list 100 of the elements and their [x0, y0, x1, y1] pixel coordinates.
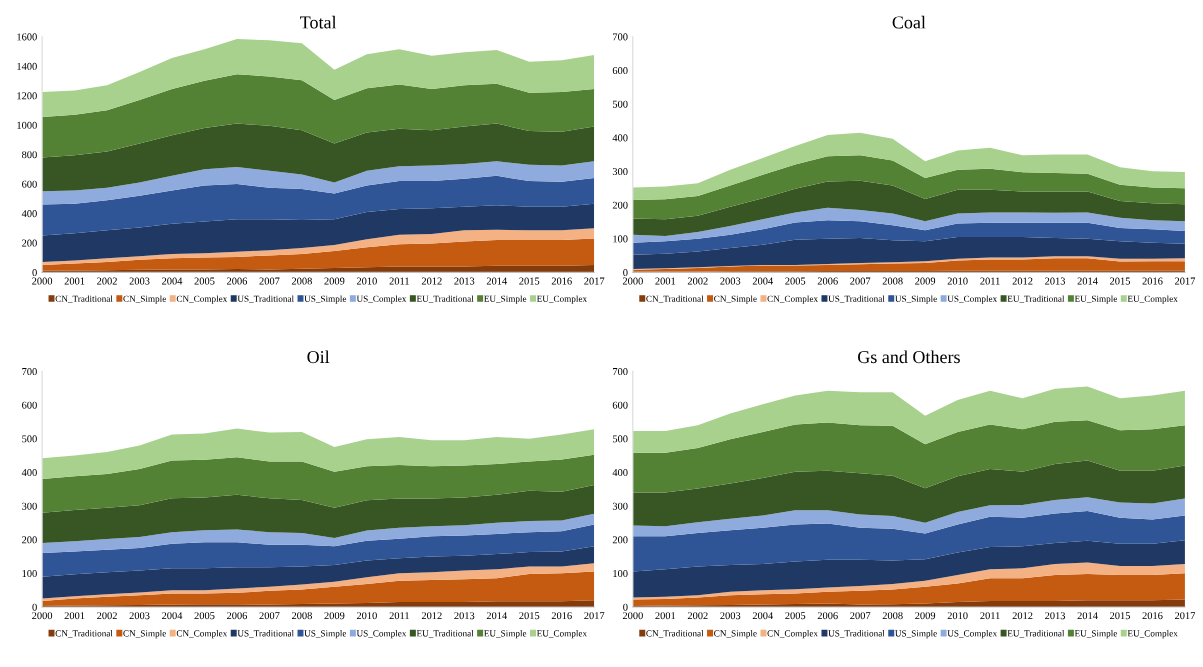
x-tick-label: 2012	[421, 277, 442, 285]
x-tick-label: 2010	[356, 612, 377, 620]
x-tick-label: 2001	[64, 612, 85, 620]
x-tick-label: 2016	[1142, 277, 1163, 285]
legend-label: EU_Simple	[1074, 295, 1118, 304]
y-tick-label: 200	[22, 536, 37, 544]
x-tick-label: 2016	[551, 612, 572, 620]
y-tick-label: 100	[22, 569, 37, 578]
y-tick-label: 500	[612, 100, 628, 108]
x-tick-label: 2017	[584, 277, 605, 285]
x-tick-label: 2004	[752, 277, 774, 285]
legend-label: CN_Complex	[767, 295, 818, 304]
x-tick-label: 2005	[785, 277, 806, 285]
x-tick-label: 2013	[454, 612, 475, 620]
legend-label: CN_Complex	[767, 630, 818, 639]
y-tick-label: 600	[22, 401, 37, 409]
y-tick-label: 100	[613, 235, 628, 243]
x-tick-label: 2003	[720, 612, 741, 620]
x-tick-label: 2010	[356, 277, 377, 285]
x-tick-label: 2009	[915, 277, 936, 285]
x-tick-label: 2010	[947, 277, 968, 285]
x-tick-label: 2005	[194, 612, 215, 620]
legend-label: CN_Traditional	[55, 630, 113, 638]
x-tick-label: 2014	[486, 612, 508, 620]
x-tick-label: 2010	[947, 612, 968, 620]
y-tick-label: 400	[612, 469, 628, 477]
y-tick-label: 200	[612, 201, 628, 209]
x-tick-label: 2004	[162, 277, 183, 285]
legend-label: CN_Complex	[176, 630, 228, 639]
x-tick-label: 2007	[850, 612, 871, 620]
x-tick-label: 2011	[389, 277, 409, 285]
y-tick-label: 200	[22, 239, 37, 247]
y-tick-label: 1400	[17, 62, 37, 70]
x-tick-label: 2006	[227, 612, 248, 620]
y-tick-label: 1600	[17, 33, 37, 41]
x-tick-label: 2016	[1142, 612, 1163, 620]
x-tick-label: 2007	[259, 277, 280, 285]
legend-label: US_Traditional	[237, 630, 294, 638]
legend-label: US_Simple	[304, 630, 347, 639]
x-tick-label: 2007	[850, 277, 871, 285]
x-tick-label: 2006	[817, 612, 838, 620]
x-tick-label: 2017	[1175, 277, 1196, 285]
x-tick-label: 2015	[1110, 612, 1131, 620]
x-tick-label: 2000	[622, 277, 643, 285]
x-tick-label: 2000	[622, 612, 643, 620]
legend-label: EU_Simple	[484, 630, 527, 639]
x-tick-label: 2002	[97, 612, 117, 620]
x-tick-label: 2003	[129, 612, 150, 620]
chart-title: Oil	[307, 350, 330, 364]
y-tick-label: 0	[623, 603, 628, 611]
legend-label: CN_Complex	[176, 295, 228, 304]
legend-label: EU_Complex	[536, 630, 587, 639]
y-tick-label: 100	[613, 569, 628, 578]
y-tick-label: 600	[22, 180, 37, 188]
legend-label: EU_Simple	[484, 295, 527, 304]
y-tick-label: 0	[623, 269, 628, 277]
x-tick-label: 2011	[980, 277, 1000, 285]
x-tick-label: 2001	[64, 277, 85, 285]
legend-label: EU_Traditional	[416, 630, 474, 638]
legend-label: US_Simple	[895, 295, 937, 304]
legend-label: CN_Simple	[714, 295, 757, 304]
x-tick-label: 2003	[720, 277, 741, 285]
legend-label: CN_Simple	[123, 630, 166, 639]
legend-label: US_Complex	[356, 630, 407, 639]
x-tick-label: 2009	[324, 277, 345, 285]
text: CN_Traditional	[646, 295, 704, 303]
y-tick-label: 300	[612, 168, 628, 176]
x-tick-label: 2009	[324, 612, 345, 620]
x-tick-label: 2002	[97, 277, 117, 285]
x-tick-label: 2015	[519, 612, 540, 620]
x-tick-label: 2000	[32, 612, 53, 620]
x-tick-label: 2012	[421, 612, 442, 620]
x-tick-label: 2000	[32, 277, 53, 285]
y-tick-label: 600	[612, 401, 628, 409]
x-tick-label: 2014	[1077, 277, 1098, 285]
legend-label: US_Simple	[895, 630, 937, 639]
y-tick-label: 400	[612, 134, 628, 142]
legend-label: CN_Simple	[123, 295, 166, 304]
legend-label: CN_Simple	[714, 630, 757, 639]
legend-label: US_Traditional	[828, 630, 885, 638]
x-tick-label: 2007	[259, 612, 280, 620]
legend-label: EU_Complex	[536, 295, 587, 304]
legend-label: US_Complex	[947, 295, 998, 304]
legend-label: US_Complex	[356, 295, 407, 304]
y-tick-label: 700	[22, 368, 37, 376]
legend-label: EU_Traditional	[416, 295, 474, 303]
chart-title: Total	[300, 15, 337, 29]
legend-label: CN_Traditional	[55, 295, 113, 303]
x-tick-label: 2013	[1045, 277, 1066, 285]
text: CN_Traditional	[646, 630, 704, 638]
legend-label: US_Complex	[947, 630, 998, 639]
legend-label: EU_Simple	[1074, 630, 1118, 639]
x-tick-label: 2014	[1077, 612, 1098, 620]
legend-label: US_Traditional	[828, 295, 885, 303]
x-tick-label: 2006	[817, 277, 838, 285]
y-tick-label: 600	[612, 67, 628, 75]
y-tick-label: 300	[22, 502, 37, 510]
x-tick-label: 2002	[687, 612, 708, 620]
legend-label: EU_Complex	[1127, 630, 1178, 639]
x-tick-label: 2017	[584, 612, 605, 620]
